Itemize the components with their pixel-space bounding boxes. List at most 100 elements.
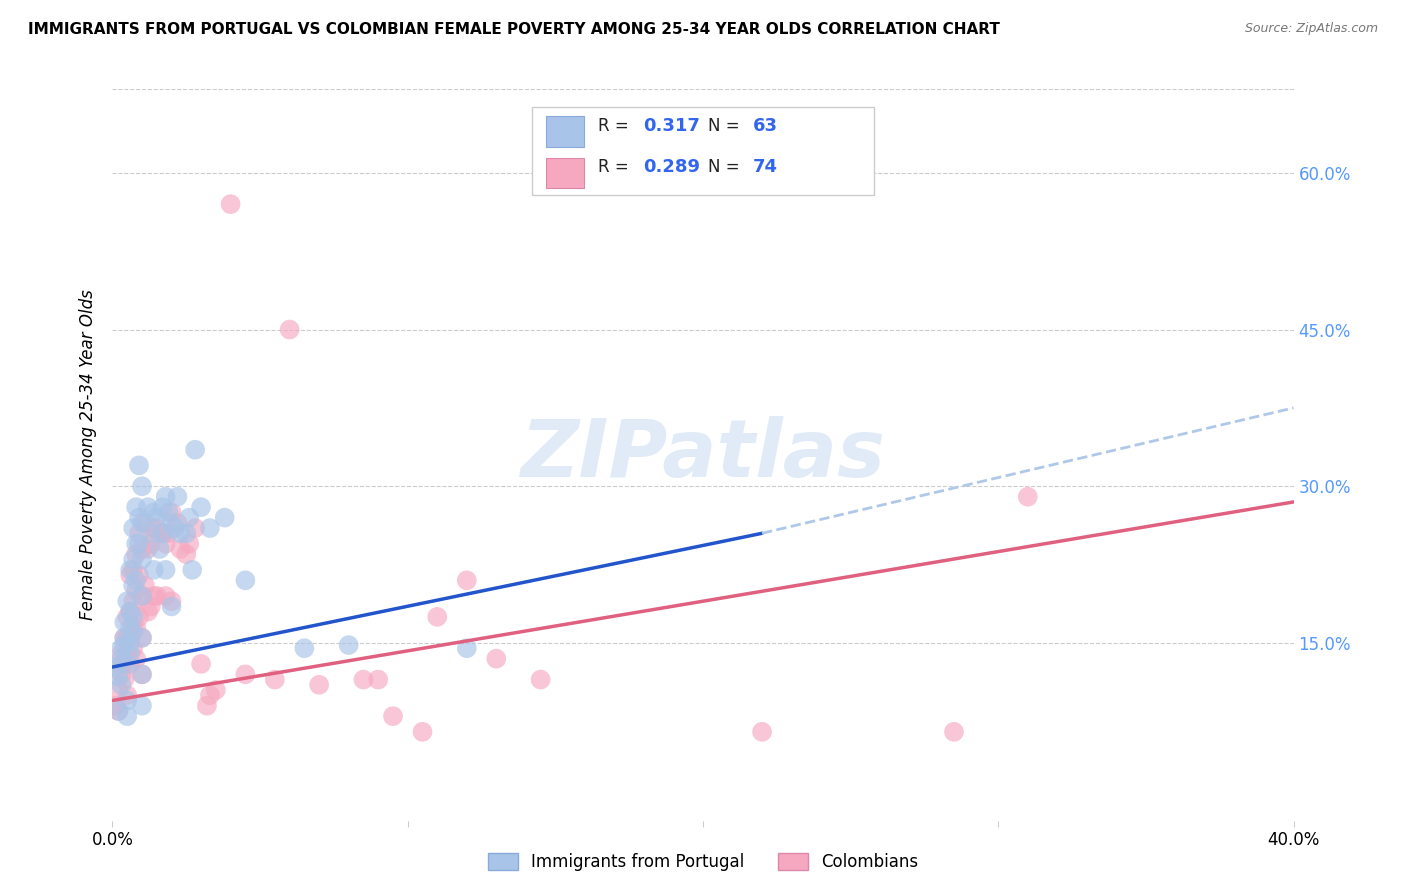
Point [122, 594, 145, 608]
Point [107, 704, 129, 718]
Point [107, 669, 129, 683]
Point [125, 583, 148, 598]
Point [122, 578, 145, 592]
Point [942, 724, 965, 739]
Point [131, 516, 153, 530]
Point [136, 500, 159, 515]
Point [131, 541, 153, 556]
FancyBboxPatch shape [531, 108, 875, 195]
Point [131, 589, 153, 603]
Text: IMMIGRANTS FROM PORTUGAL VS COLOMBIAN FEMALE POVERTY AMONG 25-34 YEAR OLDS CORRE: IMMIGRANTS FROM PORTUGAL VS COLOMBIAN FE… [28, 22, 1000, 37]
Point [485, 651, 508, 665]
Point [1017, 490, 1039, 504]
Point [205, 683, 228, 698]
Point [155, 537, 177, 551]
Point [131, 631, 153, 645]
Point [160, 599, 183, 614]
Point [160, 516, 183, 530]
Point [174, 547, 197, 561]
Point [125, 537, 148, 551]
Point [131, 667, 153, 681]
Point [131, 589, 153, 603]
Point [198, 521, 221, 535]
Point [131, 552, 153, 566]
Text: ZIPatlas: ZIPatlas [520, 416, 886, 494]
Point [120, 605, 142, 619]
Point [112, 631, 135, 645]
Point [125, 500, 148, 515]
Point [120, 636, 142, 650]
Point [120, 620, 142, 634]
Point [278, 322, 301, 336]
Point [149, 541, 172, 556]
Point [112, 631, 135, 645]
Point [125, 547, 148, 561]
Point [131, 667, 153, 681]
Text: 74: 74 [752, 158, 778, 176]
Point [104, 660, 127, 674]
Point [117, 631, 138, 645]
Point [352, 673, 374, 687]
Point [157, 526, 180, 541]
Point [120, 657, 142, 671]
Point [134, 578, 156, 592]
Point [122, 641, 145, 656]
Text: N =: N = [707, 117, 745, 135]
Point [337, 638, 360, 652]
Point [146, 521, 169, 535]
Point [195, 698, 218, 713]
Point [122, 552, 145, 566]
Text: R =: R = [598, 158, 634, 176]
Point [174, 526, 197, 541]
Point [131, 479, 153, 493]
Point [117, 657, 138, 671]
Point [142, 521, 165, 535]
Point [160, 594, 183, 608]
Point [112, 638, 135, 652]
Point [110, 647, 132, 661]
Point [128, 510, 150, 524]
Point [152, 526, 174, 541]
Point [131, 631, 153, 645]
Point [184, 521, 207, 535]
Point [128, 568, 150, 582]
Point [155, 563, 177, 577]
Point [139, 526, 162, 541]
Point [117, 693, 138, 707]
Point [142, 589, 165, 603]
Point [166, 516, 188, 530]
Point [122, 563, 145, 577]
Point [163, 521, 186, 535]
Point [120, 605, 142, 619]
Point [751, 724, 773, 739]
Point [456, 641, 478, 656]
Point [112, 615, 135, 629]
Point [128, 526, 150, 541]
Point [139, 537, 162, 551]
Point [214, 510, 236, 524]
Point [122, 610, 145, 624]
Point [120, 631, 142, 645]
Point [110, 678, 132, 692]
Point [104, 698, 127, 713]
Point [219, 197, 242, 211]
Legend: Immigrants from Portugal, Colombians: Immigrants from Portugal, Colombians [481, 847, 925, 878]
Point [120, 563, 142, 577]
Point [456, 574, 478, 588]
Point [110, 641, 132, 656]
Point [136, 605, 159, 619]
Point [169, 526, 191, 541]
Point [142, 505, 165, 519]
Point [152, 526, 174, 541]
Point [136, 541, 159, 556]
Point [179, 537, 201, 551]
Point [166, 490, 188, 504]
Text: Source: ZipAtlas.com: Source: ZipAtlas.com [1244, 22, 1378, 36]
Point [110, 657, 132, 671]
Point [157, 505, 180, 519]
Point [155, 589, 177, 603]
Point [122, 625, 145, 640]
Bar [546, 158, 583, 188]
Point [169, 541, 191, 556]
Text: 63: 63 [752, 117, 778, 135]
